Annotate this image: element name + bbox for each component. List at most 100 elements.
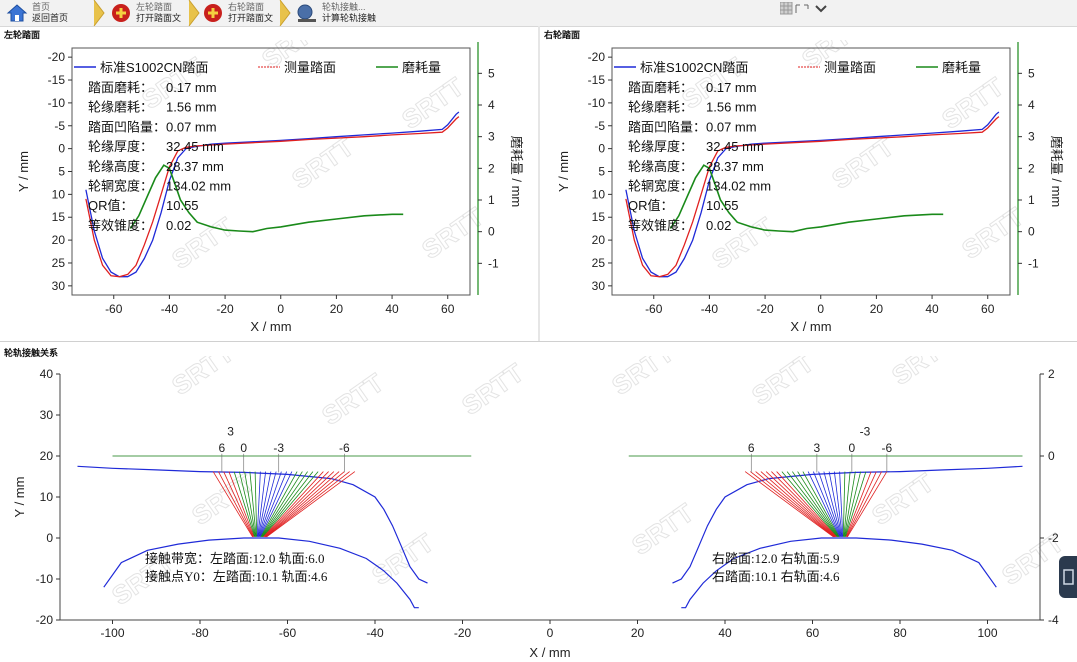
y-tick-label: 30 xyxy=(592,279,606,293)
x-tick-label: -40 xyxy=(366,626,384,640)
stat-value: 10.55 xyxy=(706,198,739,213)
x-tick-label: 60 xyxy=(981,302,995,316)
home-button[interactable]: 首页 返回首页 xyxy=(0,0,100,26)
stat-value: 0.07 mm xyxy=(706,119,757,134)
y2-tick-label: -2 xyxy=(1048,531,1059,545)
contact-line xyxy=(263,471,324,538)
home-icon xyxy=(6,2,28,24)
x-tick-label: 80 xyxy=(893,626,907,640)
x-tick-label: -80 xyxy=(191,626,209,640)
y-tick-label: -10 xyxy=(48,96,66,110)
x-tick-label: 40 xyxy=(925,302,939,316)
contact-line xyxy=(833,471,843,537)
right-tread-button[interactable]: 右轮踏面 打开踏面文 xyxy=(196,0,286,26)
stat-value: 32.45 mm xyxy=(706,139,764,154)
plus-icon xyxy=(202,2,224,24)
contact-line xyxy=(839,471,844,537)
right-panel-title: 右轮踏面 xyxy=(544,30,581,40)
chevron-divider-icon xyxy=(278,0,294,27)
watermark-text: SRTT xyxy=(606,356,679,401)
y2-tick-label: -1 xyxy=(1028,256,1039,270)
stat-label: 轮辋宽度： xyxy=(628,179,693,194)
x-tick-label: 20 xyxy=(631,626,645,640)
rail-icon xyxy=(296,2,318,24)
stat-label: 轮缘磨耗： xyxy=(88,100,153,115)
stat-value: 0.17 mm xyxy=(706,80,757,95)
contact-line xyxy=(845,471,872,537)
stat-value: 134.02 mm xyxy=(166,179,231,194)
y-axis-label: Y / mm xyxy=(16,151,31,192)
contact-line xyxy=(813,471,841,537)
stat-label: 轮缘磨耗： xyxy=(628,100,693,115)
left-tread-line1: 左轮踏面 xyxy=(136,2,173,12)
series-line-1 xyxy=(625,116,1000,278)
y-tick-label: 30 xyxy=(40,408,54,422)
stat-label: 轮缘高度： xyxy=(88,159,153,174)
x-tick-label: -60 xyxy=(105,302,123,316)
stat-label: 轮缘厚度： xyxy=(88,139,153,154)
stat-label: 踏面凹陷量： xyxy=(628,119,706,134)
contact-line xyxy=(845,471,867,537)
contact-line xyxy=(843,471,856,537)
left-contact-info: 接触点Y0：左踏面:10.1 轨面:4.6 xyxy=(145,569,328,584)
contact-calc-button[interactable]: 轮轨接触... 计算轮轨接触 xyxy=(290,0,390,26)
y-tick-label: 40 xyxy=(40,367,54,381)
contact-line xyxy=(256,471,261,537)
x-axis-label: X / mm xyxy=(250,319,291,334)
left-tread-line2: 打开踏面文 xyxy=(136,13,182,23)
watermark-text: SRTT xyxy=(166,356,239,401)
y2-tick-label: 4 xyxy=(488,98,495,112)
y2-tick-label: 0 xyxy=(1048,449,1055,463)
y-tick-label: 25 xyxy=(592,256,606,270)
home-line1: 首页 xyxy=(32,2,51,12)
contact-line xyxy=(258,471,277,537)
x-tick-label: 100 xyxy=(977,626,997,640)
contact-line xyxy=(238,471,256,537)
horizontal-splitter[interactable] xyxy=(0,341,1077,342)
stat-label: 等效锥度： xyxy=(88,218,153,233)
contact-line xyxy=(259,471,287,537)
side-panel-tab[interactable] xyxy=(1059,556,1077,598)
contact-line xyxy=(223,471,254,537)
x-axis-label: X / mm xyxy=(529,645,570,660)
y-tick-label: 5 xyxy=(58,165,65,179)
x-tick-label: -20 xyxy=(756,302,774,316)
watermark-text: SRTT xyxy=(886,356,959,391)
legend-label: 标准S1002CN踏面 xyxy=(640,60,748,75)
contact-line xyxy=(755,471,835,538)
stat-value: 10.55 xyxy=(166,198,199,213)
vertical-splitter[interactable] xyxy=(538,26,540,341)
contact-marker-label: -6 xyxy=(882,441,893,455)
chevron-divider-icon xyxy=(92,0,108,27)
x-axis-label: X / mm xyxy=(790,319,831,334)
chevron-divider-icon xyxy=(187,0,203,27)
y2-tick-label: 0 xyxy=(1028,225,1035,239)
contact-line xyxy=(254,471,258,537)
contact-marker-label: 3 xyxy=(814,441,821,455)
y-tick-label: 15 xyxy=(52,210,66,224)
stat-value: 28.37 mm xyxy=(706,159,764,174)
y-tick-label: 0 xyxy=(598,142,605,156)
y-tick-label: -15 xyxy=(48,73,66,87)
left-tread-button[interactable]: 左轮踏面 打开踏面文 xyxy=(104,0,194,26)
profile-rail-left xyxy=(103,537,419,609)
view-controls[interactable] xyxy=(779,1,828,16)
y-tick-label: 10 xyxy=(40,490,54,504)
series-line-2 xyxy=(129,164,404,233)
watermark-text: SRTT xyxy=(626,497,699,561)
contact-line xyxy=(781,471,838,538)
y-tick-label: 0 xyxy=(46,531,53,545)
contact-line xyxy=(792,471,839,537)
contact-line xyxy=(264,471,335,538)
y-tick-label: 10 xyxy=(592,187,606,201)
contact-line xyxy=(765,471,836,538)
grid-view-icon[interactable] xyxy=(779,1,828,16)
y2-tick-label: 0 xyxy=(488,225,495,239)
left-panel-title: 左轮踏面 xyxy=(4,30,41,40)
stat-value: 0.17 mm xyxy=(166,80,217,95)
y-tick-label: 5 xyxy=(598,165,605,179)
contact-line xyxy=(261,471,308,537)
stat-label: 等效锥度： xyxy=(628,218,693,233)
y-tick-label: 0 xyxy=(58,142,65,156)
